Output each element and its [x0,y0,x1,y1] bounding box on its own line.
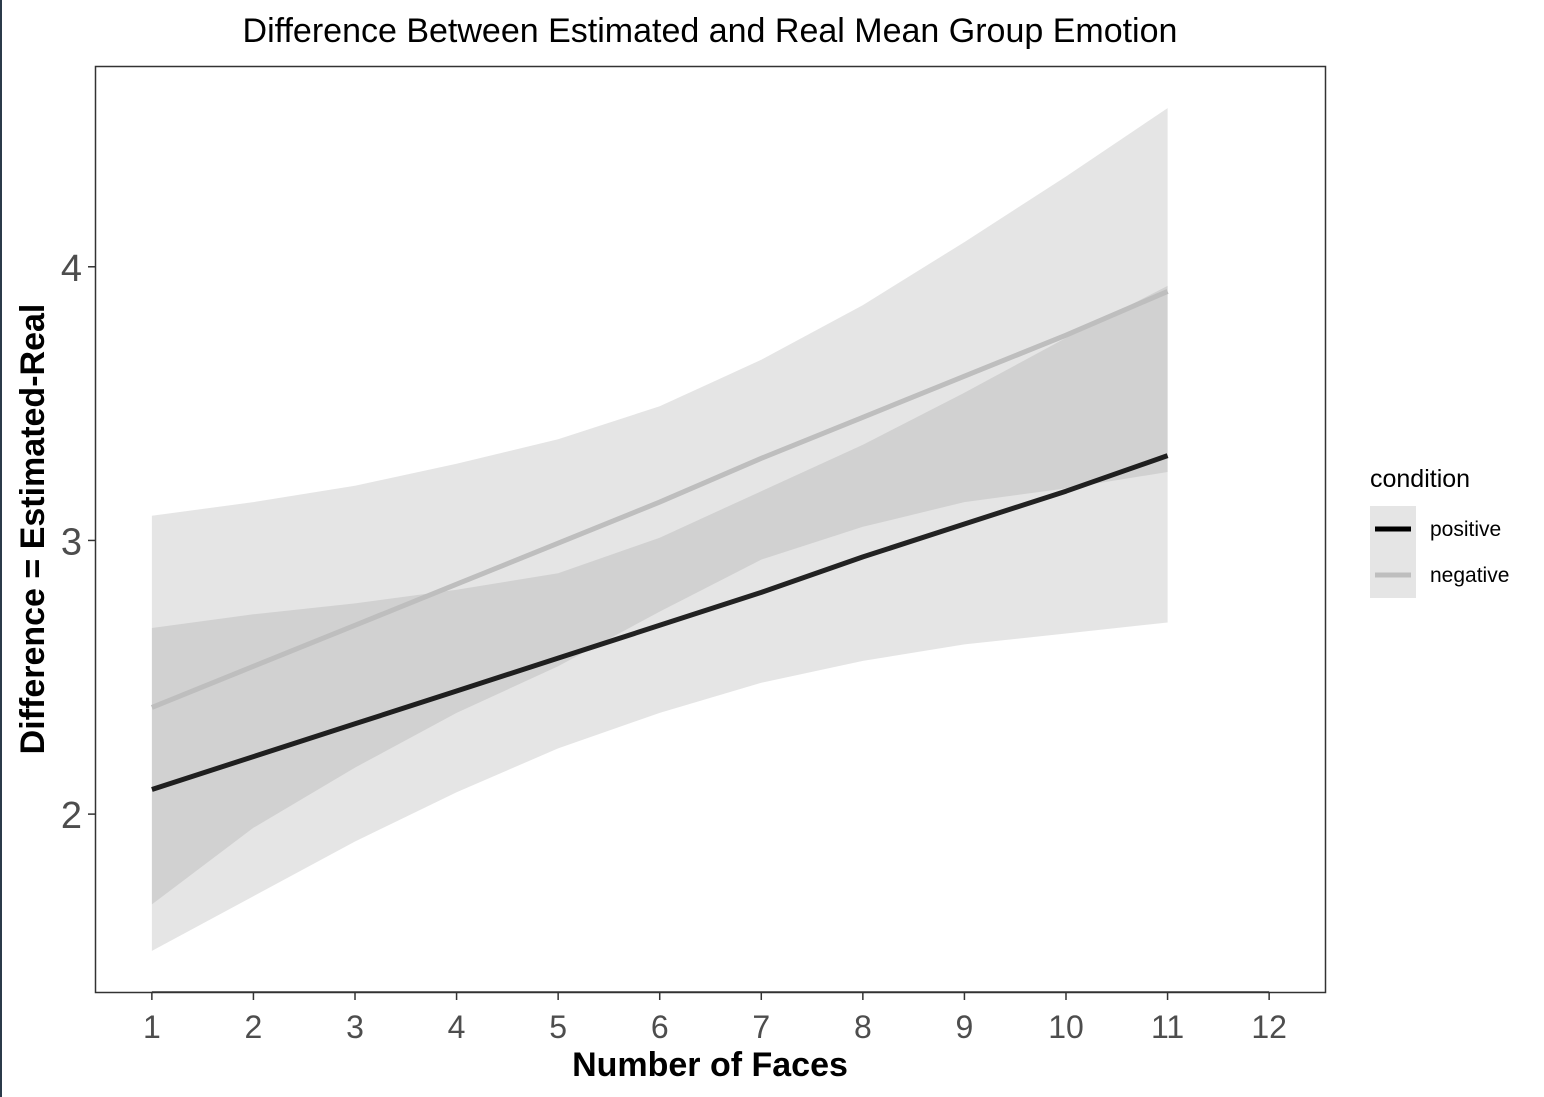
x-tick-label: 10 [1048,1009,1084,1045]
ci-band-positive [151,285,1168,905]
legend: condition positive negative [1370,465,1509,598]
legend-title: condition [1370,465,1470,493]
legend-label-positive: positive [1430,518,1501,541]
x-tick-label: 9 [956,1009,974,1045]
confidence-bands [151,108,1168,951]
x-tick-label: 8 [854,1009,872,1045]
x-axis-label: Number of Faces [572,1046,848,1084]
y-tick-label: 4 [61,248,82,290]
x-tick-label: 7 [752,1009,770,1045]
x-tick-label: 1 [143,1009,161,1045]
x-tick-label: 11 [1151,1009,1184,1045]
y-tick-label: 2 [61,795,82,837]
series-line-positive [151,453,1169,792]
series-line-negative [150,289,1169,710]
legend-label-negative: negative [1430,564,1509,587]
y-tick-label: 3 [61,521,82,563]
chart-title: Difference Between Estimated and Real Me… [243,12,1178,50]
x-axis: 1 2 3 4 5 6 7 8 9 10 11 12 [143,991,1287,1045]
x-tick-label: 5 [549,1009,567,1045]
x-tick-label: 6 [651,1009,669,1045]
x-tick-label: 3 [346,1009,364,1045]
ci-band-negative [151,108,1168,951]
y-axis-label: Difference = Estimated-Real [14,304,52,755]
x-tick-label: 4 [448,1009,466,1045]
series-lines [150,289,1169,792]
y-axis: 2 3 4 [61,248,96,837]
x-tick-label: 12 [1251,1009,1287,1045]
x-tick-label: 2 [245,1009,263,1045]
